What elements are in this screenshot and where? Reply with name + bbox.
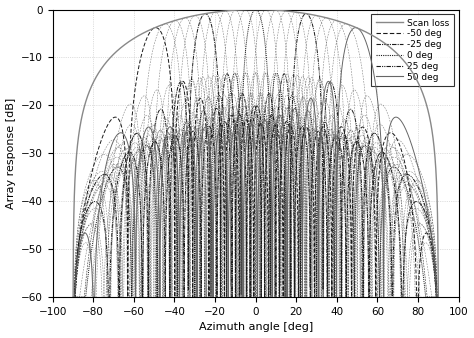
Legend: Scan loss, -50 deg, -25 deg, 0 deg, 25 deg, 50 deg: Scan loss, -50 deg, -25 deg, 0 deg, 25 d…	[371, 14, 454, 86]
X-axis label: Azimuth angle [deg]: Azimuth angle [deg]	[199, 322, 313, 333]
Y-axis label: Array response [dB]: Array response [dB]	[6, 98, 16, 209]
